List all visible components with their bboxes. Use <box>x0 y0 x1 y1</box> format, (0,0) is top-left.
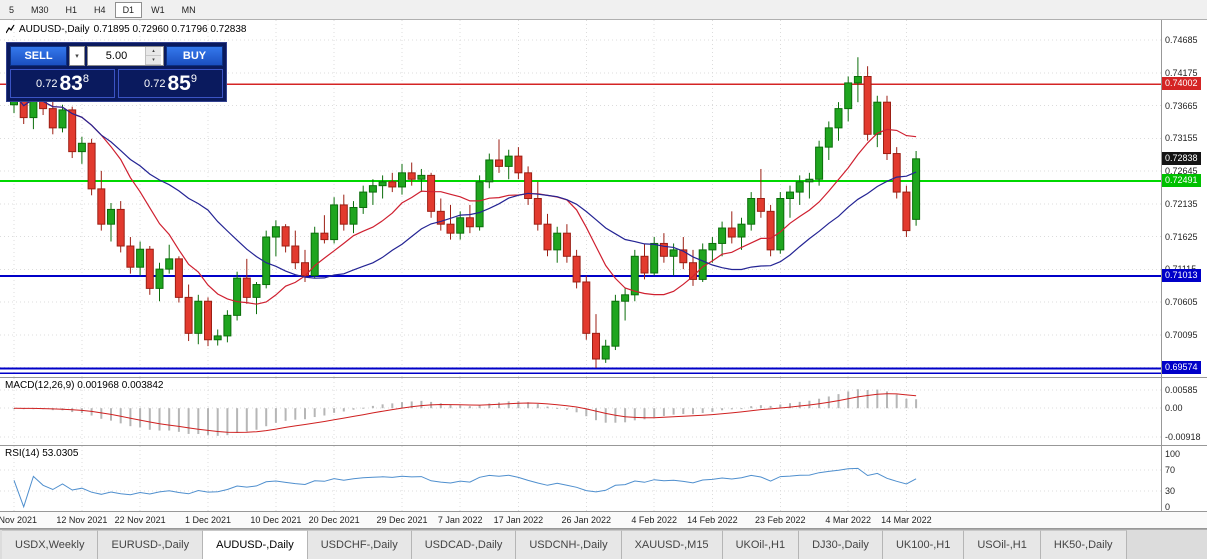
tab-usdcnh-daily[interactable]: USDCNH-,Daily <box>516 530 622 559</box>
date-label: 12 Nov 2021 <box>56 515 108 525</box>
tab-hk50-daily[interactable]: HK50-,Daily <box>1040 530 1127 559</box>
price-axis-label: 0.71625 <box>1165 231 1198 242</box>
timeframe-button-d1[interactable]: D1 <box>114 1 143 18</box>
rsi-label: RSI(14) 53.0305 <box>5 448 79 459</box>
rsi-axis-label: 30 <box>1165 485 1176 496</box>
chart-ohlc-values: 0.71895 0.72960 0.71796 0.72838 <box>93 24 247 35</box>
date-label: 3 Nov 2021 <box>0 515 38 525</box>
red-line-price-badge: 0.74002 <box>1162 77 1201 91</box>
chart-symbol-label: AUDUSD-,Daily <box>19 24 90 35</box>
macd-axis-label: -0.00918 <box>1165 432 1201 443</box>
volume-spinner: ▴ ▾ <box>145 47 161 65</box>
macd-axis-label: 0.00 <box>1165 403 1183 414</box>
date-label: 29 Dec 2021 <box>376 515 428 525</box>
date-label: 20 Dec 2021 <box>308 515 360 525</box>
buy-price-display: 0.72 85 9 <box>118 69 223 98</box>
timeframe-button-5[interactable]: 5 <box>1 2 22 18</box>
rsi-chart[interactable]: RSI(14) 53.0305 <box>0 446 1161 511</box>
blue-line-price-badge-2: 0.69574 <box>1162 361 1201 375</box>
price-axis-label: 0.72135 <box>1165 198 1198 209</box>
date-label: 4 Feb 2022 <box>631 515 677 525</box>
price-axis-label: 0.74175 <box>1165 67 1198 78</box>
chevron-down-icon: ▾ <box>75 53 79 60</box>
date-label: 14 Feb 2022 <box>687 515 738 525</box>
price-pane: AUDUSD-,Daily 0.71895 0.72960 0.71796 0.… <box>0 20 1207 378</box>
tab-dj30-daily[interactable]: DJ30-,Daily <box>799 530 883 559</box>
timeframe-button-h1[interactable]: H1 <box>58 2 86 18</box>
price-axis-label: 0.74685 <box>1165 35 1198 46</box>
rsi-axis-label: 70 <box>1165 464 1176 475</box>
date-label: 4 Mar 2022 <box>825 515 871 525</box>
price-axis-label: 0.73665 <box>1165 100 1198 111</box>
macd-label: MACD(12,26,9) 0.001968 0.003842 <box>5 380 164 391</box>
tab-usoil-h1[interactable]: USOil-,H1 <box>964 530 1041 559</box>
volume-dropdown-button[interactable]: ▾ <box>69 46 85 66</box>
one-click-trading-panel: SELL ▾ ▴ ▾ BUY 0.72838 <box>6 42 227 102</box>
tab-usdchf-daily[interactable]: USDCHF-,Daily <box>307 530 412 559</box>
price-axis-label: 0.73155 <box>1165 133 1198 144</box>
current-price-badge: 0.72838 <box>1162 151 1201 165</box>
volume-input[interactable] <box>88 47 145 65</box>
buy-button[interactable]: BUY <box>166 46 223 66</box>
timeframe-button-m30[interactable]: M30 <box>23 2 57 18</box>
timeframe-button-w1[interactable]: W1 <box>143 2 173 18</box>
green-line-price-badge: 0.72491 <box>1162 174 1201 188</box>
date-label: 7 Jan 2022 <box>437 515 483 525</box>
tab-xauusd-m15[interactable]: XAUUSD-,M15 <box>621 530 723 559</box>
timeframe-toolbar: 5 M30 H1 H4 D1 W1 MN <box>0 0 1207 20</box>
date-label: 26 Jan 2022 <box>561 515 612 525</box>
date-label: 10 Dec 2021 <box>250 515 302 525</box>
chart-title: AUDUSD-,Daily 0.71895 0.72960 0.71796 0.… <box>6 24 247 35</box>
timeframe-button-h4[interactable]: H4 <box>86 2 114 18</box>
macd-axis: 0.00585 0.00 -0.00918 <box>1161 378 1207 445</box>
tab-uk100-h1[interactable]: UK100-,H1 <box>882 530 965 559</box>
macd-pane: MACD(12,26,9) 0.001968 0.003842 0.00585 0… <box>0 378 1207 446</box>
timeframe-button-mn[interactable]: MN <box>174 2 204 18</box>
rsi-axis-label: 100 <box>1165 448 1181 459</box>
price-axis[interactable]: 0.74685 0.74175 0.73665 0.73155 0.72645 0.721… <box>1161 20 1207 377</box>
price-axis-label: 0.70095 <box>1165 329 1198 340</box>
macd-chart[interactable]: MACD(12,26,9) 0.001968 0.003842 <box>0 378 1161 445</box>
chart-tabs-bar: USDX,Weekly EURUSD-,Daily AUDUSD-,Daily USD… <box>0 529 1207 559</box>
price-axis-label: 0.72645 <box>1165 166 1198 177</box>
rsi-axis: 100 70 30 0 <box>1161 446 1207 512</box>
volume-decrease-button[interactable]: ▾ <box>146 56 161 65</box>
sell-button[interactable]: SELL <box>10 46 67 66</box>
date-label: 23 Feb 2022 <box>755 515 806 525</box>
rsi-pane: RSI(14) 53.0305 100 70 30 0 <box>0 446 1207 512</box>
tab-eurusd-daily[interactable]: EURUSD-,Daily <box>98 530 204 559</box>
price-axis-label: 0.70605 <box>1165 297 1198 308</box>
tab-usdx-weekly[interactable]: USDX,Weekly <box>2 530 99 559</box>
macd-axis-label: 0.00585 <box>1165 384 1198 395</box>
date-label: 14 Mar 2022 <box>881 515 932 525</box>
sell-price-display: 0.72 83 8 <box>10 69 115 98</box>
chart-icon <box>6 25 15 34</box>
volume-field[interactable]: ▴ ▾ <box>87 46 164 66</box>
rsi-axis-label: 0 <box>1165 501 1171 512</box>
date-label: 17 Jan 2022 <box>493 515 544 525</box>
time-axis[interactable]: 3 Nov 2021 12 Nov 2021 22 Nov 2021 1 Dec 20… <box>0 512 1207 529</box>
tab-audusd-daily[interactable]: AUDUSD-,Daily <box>203 530 308 559</box>
tab-usdcad-daily[interactable]: USDCAD-,Daily <box>411 530 517 559</box>
tab-ukoil-h1[interactable]: UKOil-,H1 <box>722 530 800 559</box>
date-label: 1 Dec 2021 <box>184 515 232 525</box>
blue-line-price-badge: 0.71013 <box>1162 268 1201 282</box>
date-label: 22 Nov 2021 <box>114 515 166 525</box>
volume-increase-button[interactable]: ▴ <box>146 47 161 56</box>
price-chart[interactable]: AUDUSD-,Daily 0.71895 0.72960 0.71796 0.… <box>0 20 1161 377</box>
